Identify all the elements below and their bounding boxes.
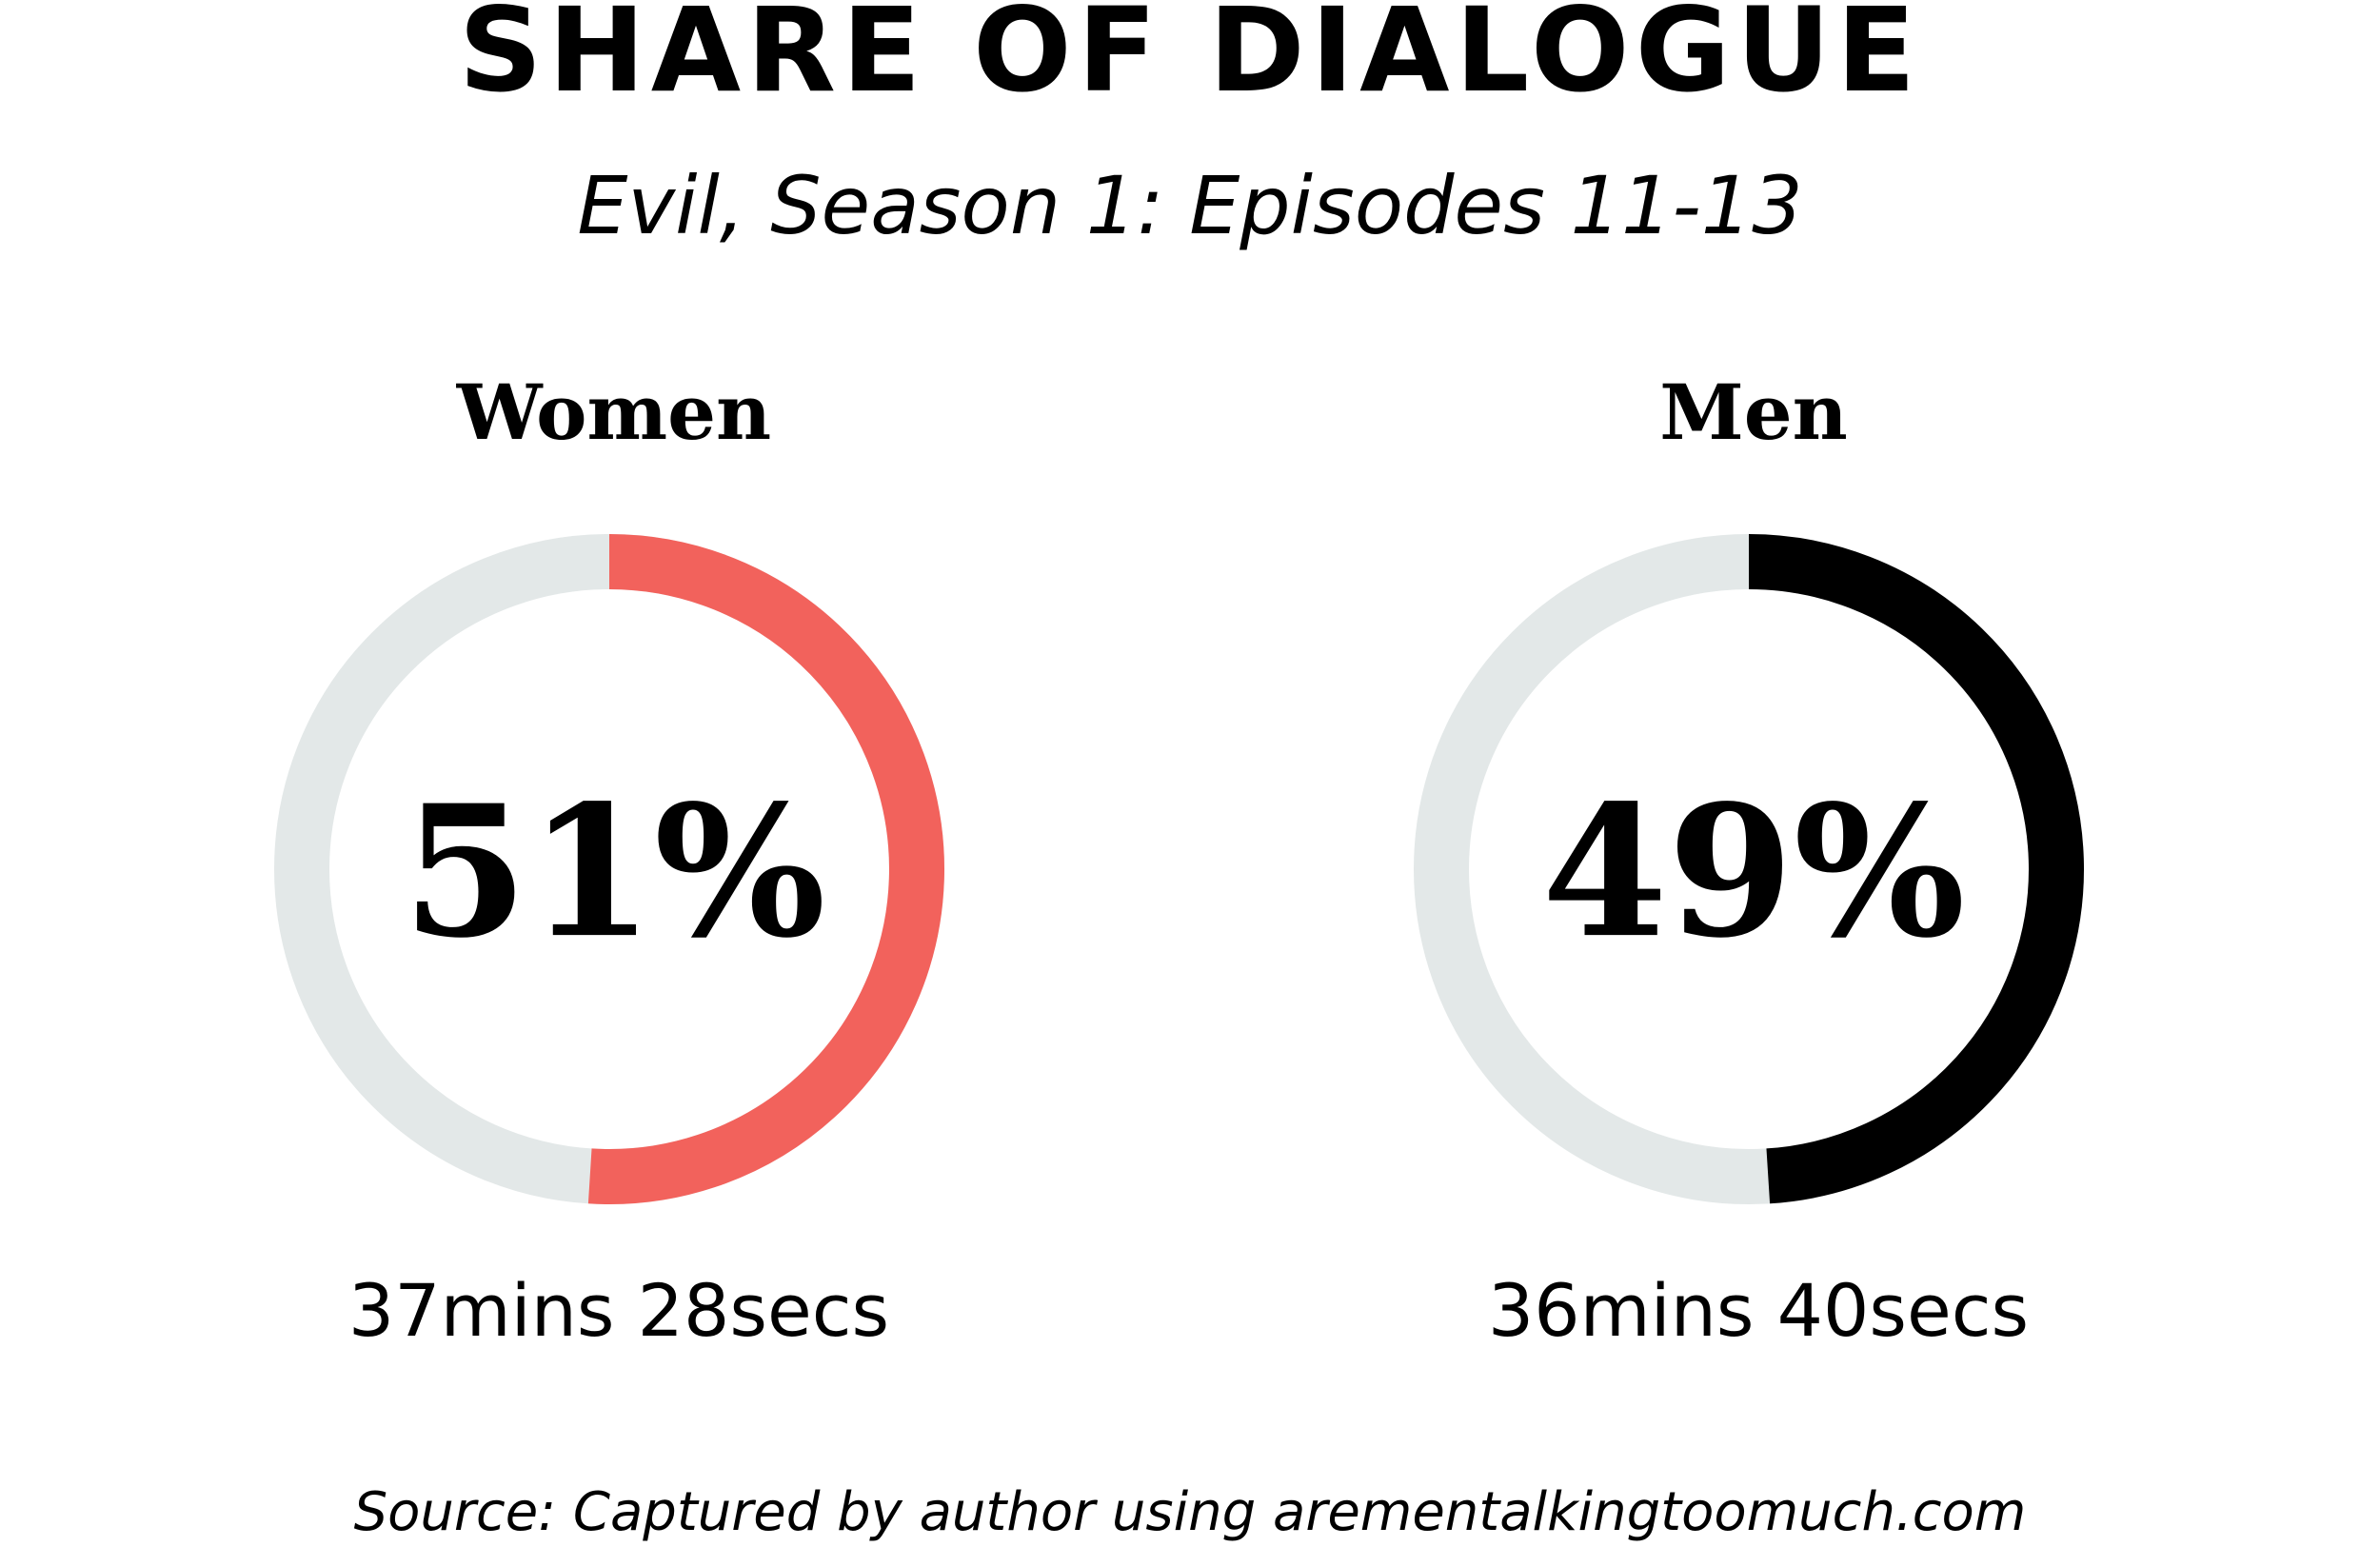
annotation: 36mins 40secs xyxy=(1488,1268,2029,1353)
source: Source: Captured by author using arement… xyxy=(354,1481,2027,1543)
value-label: 49% xyxy=(1542,765,1966,978)
annotation: 37mins 28secs xyxy=(348,1268,889,1353)
donut-arc xyxy=(1748,534,2084,1204)
donut-title: Men xyxy=(1659,367,1848,457)
subtitle: Evil, Season 1: Episodes 11-13 xyxy=(577,159,1802,252)
donut-title: Women xyxy=(456,367,771,457)
donut-arc xyxy=(587,534,945,1204)
value-label: 51% xyxy=(403,765,826,978)
page-title: SHARE OF DIALOGUE xyxy=(459,0,1921,118)
